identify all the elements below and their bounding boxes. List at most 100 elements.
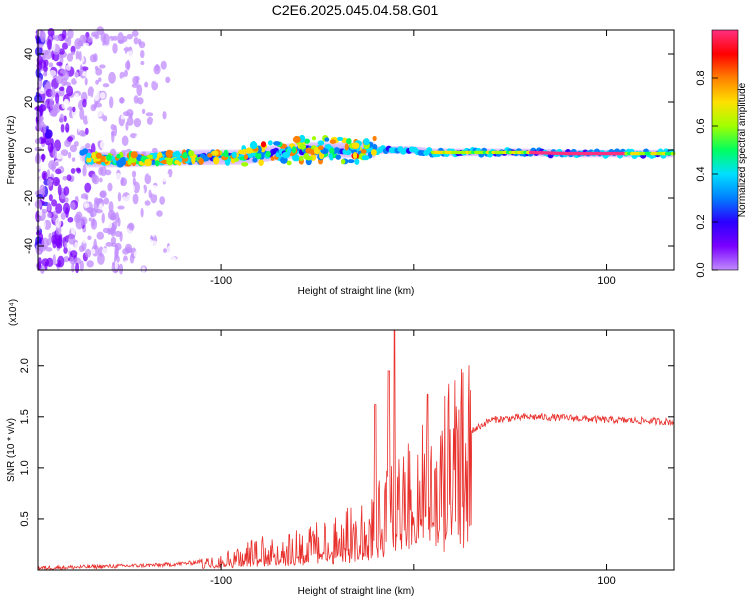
noise-speck <box>140 207 144 218</box>
ridge-blob <box>299 143 307 150</box>
ridge-blob <box>273 141 281 146</box>
noise-speck <box>133 37 139 45</box>
ridge-blob <box>188 150 195 157</box>
spectrogram-y-tick-label: 40 <box>23 48 35 60</box>
ridge-blob <box>174 160 180 165</box>
noise-speck <box>89 54 97 63</box>
noise-speck <box>204 205 209 216</box>
ridge-blob <box>282 151 290 159</box>
noise-speck <box>91 31 99 38</box>
noise-speck <box>73 93 80 105</box>
noise-speck <box>191 59 196 72</box>
noise-speck <box>108 71 116 84</box>
ridge-blob <box>231 151 237 159</box>
noise-speck <box>67 216 74 223</box>
ridge-blob <box>328 153 333 159</box>
ridge-blob <box>324 144 332 149</box>
noise-speck <box>197 66 203 77</box>
noise-speck <box>164 36 169 44</box>
noise-speck <box>202 244 209 255</box>
ridge-blob <box>119 157 127 164</box>
figure-title: C2E6.2025.045.04.58.G01 <box>272 2 439 18</box>
noise-speck <box>144 200 151 206</box>
noise-speck <box>85 127 89 135</box>
noise-speck <box>74 38 82 50</box>
noise-speck <box>57 184 62 196</box>
noise-speck <box>146 42 150 51</box>
noise-speck <box>162 221 167 232</box>
noise-speck <box>149 212 153 219</box>
ridge-blob <box>233 157 239 162</box>
noise-speck <box>124 60 131 70</box>
noise-speck <box>144 173 152 185</box>
noise-speck <box>118 49 122 56</box>
noise-speck <box>123 260 130 268</box>
noise-speck <box>102 83 110 88</box>
faint-streak <box>373 70 377 76</box>
noise-speck <box>187 73 191 80</box>
ridge-blob <box>347 159 355 164</box>
noise-speck <box>99 140 106 149</box>
noise-speck <box>37 120 45 129</box>
noise-speck <box>160 60 167 70</box>
ridge-blob <box>286 160 292 166</box>
spectrogram-y-ticks: -40 -20 0 20 40 <box>23 48 674 254</box>
noise-speck <box>131 170 137 178</box>
noise-speck <box>163 46 167 55</box>
faint-streak <box>393 41 397 47</box>
noise-speck <box>155 259 160 266</box>
noise-speck <box>174 48 181 57</box>
ridge-blob <box>287 146 292 154</box>
noise-speck <box>56 241 63 249</box>
noise-speck <box>178 140 186 147</box>
noise-speck <box>91 248 96 255</box>
noise-speck <box>111 60 115 67</box>
noise-speck <box>203 64 209 75</box>
noise-speck <box>64 37 69 42</box>
noise-speck <box>97 252 105 265</box>
faint-streak <box>397 34 401 40</box>
noise-speck <box>170 200 178 211</box>
snr-y-ticks: 0.5 1.0 1.5 2.0 <box>19 358 674 527</box>
noise-speck <box>55 217 62 228</box>
ridge-blob <box>150 160 156 166</box>
noise-speck <box>200 80 209 86</box>
ridge-blob <box>166 157 174 166</box>
faint-streak <box>354 99 358 105</box>
ridge-blob <box>346 138 352 145</box>
faint-streak <box>388 49 392 55</box>
ridge-blob <box>106 154 112 161</box>
noise-speck <box>51 86 56 99</box>
noise-speck <box>73 113 81 120</box>
noise-speck <box>153 132 158 139</box>
noise-speck <box>60 149 69 157</box>
noise-speck <box>173 121 177 132</box>
noise-speck <box>166 140 172 147</box>
noise-speck <box>36 163 45 169</box>
ridge-core <box>345 149 352 156</box>
noise-speck <box>167 229 171 240</box>
noise-speck <box>51 199 58 207</box>
ridge-blob <box>130 151 138 159</box>
noise-speck <box>141 108 146 115</box>
noise-speck <box>125 121 129 131</box>
noise-speck <box>44 129 53 139</box>
noise-speck <box>66 85 74 97</box>
snr-x-label: Height of straight line (km) <box>298 586 415 597</box>
ridge-core <box>82 148 89 155</box>
ridge-blob <box>91 152 96 160</box>
noise-speck <box>138 41 146 49</box>
noise-speck <box>58 250 64 257</box>
ridge-blob <box>198 157 204 165</box>
noise-speck <box>64 197 69 203</box>
ridge-blob <box>351 142 360 149</box>
noise-speck <box>187 123 194 132</box>
noise-speck <box>94 197 99 204</box>
noise-speck <box>38 209 43 216</box>
ridge-blob <box>237 149 244 155</box>
noise-speck <box>114 260 119 270</box>
ridge-blob <box>182 151 188 159</box>
snr-multiplier: (x10⁴) <box>8 299 19 326</box>
noise-speck <box>152 119 156 127</box>
noise-speck <box>162 172 167 183</box>
